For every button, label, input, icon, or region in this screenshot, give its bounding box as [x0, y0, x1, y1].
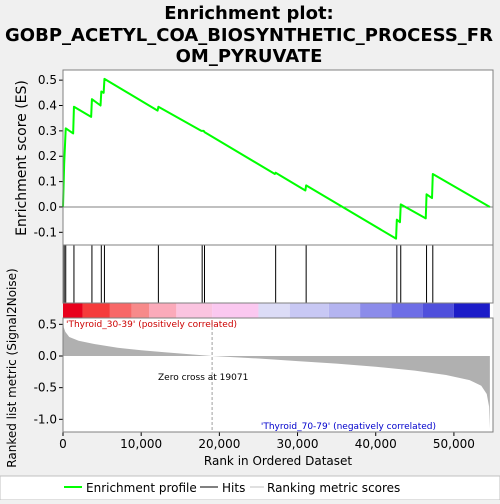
title-line-3: OM_PYRUVATE	[176, 46, 323, 67]
x-tick-label-0: 0	[59, 437, 67, 451]
negative-correlation-label: 'Thyroid_70-79' (negatively correlated)	[261, 422, 436, 432]
metric-panel	[63, 318, 493, 432]
positive-correlation-label: 'Thyroid_30-39' (positively correlated)	[66, 320, 237, 330]
color-bar-segment-5	[176, 303, 213, 318]
legend-ranking-label: Ranking metric scores	[267, 481, 400, 495]
x-tick-label-5: 50,000	[433, 437, 475, 451]
legend-enrichment-label: Enrichment profile	[86, 481, 197, 495]
zero-cross-label: Zero cross at 19071	[158, 373, 248, 383]
title-line-1: Enrichment plot:	[164, 3, 334, 24]
enrichment-profile	[62, 77, 493, 240]
metric-tick-label-1: -0.5	[34, 381, 57, 395]
color-bar-segment-3	[131, 303, 149, 318]
x-tick-label-1: 10,000	[120, 437, 162, 451]
x-tick-label-3: 30,000	[277, 437, 319, 451]
legend-box	[0, 475, 500, 501]
color-bar-segment-9	[328, 303, 361, 318]
color-bar-segment-13	[453, 303, 490, 318]
metric-tick-label-2: 0.0	[38, 349, 57, 363]
legend: Enrichment profile Hits Ranking metric s…	[0, 475, 500, 501]
es-tick-label-0: -0.1	[34, 225, 57, 239]
color-bar-segment-11	[391, 303, 423, 318]
metric-axis-label: Ranked list metric (Signal2Noise)	[5, 268, 19, 467]
es-tick-label-1: 0.0	[38, 200, 57, 214]
x-tick-label-4: 40,000	[355, 437, 397, 451]
hit-markers	[63, 245, 434, 303]
color-bar-segment-12	[422, 303, 454, 318]
es-axis-label: Enrichment score (ES)	[14, 80, 30, 236]
color-bar	[63, 303, 490, 318]
axes: -0.1 0.0 0.1 0.2 0.3 0.4 0.5 -1.0 -0.5 0.0 0.5 0 10,…	[34, 73, 475, 451]
ranking-metric-area	[63, 318, 490, 432]
es-tick-label-4: 0.3	[38, 124, 57, 138]
metric-tick-label-3: 0.5	[38, 317, 57, 331]
color-bar-segment-6	[212, 303, 259, 318]
es-tick-label-3: 0.2	[38, 149, 57, 163]
metric-panel-border	[62, 317, 494, 433]
es-panel	[63, 70, 493, 245]
color-bar-segment-1	[82, 303, 110, 318]
legend-hits-label: Hits	[222, 481, 245, 495]
enrichment-profile-line	[62, 77, 491, 240]
metric-tick-label-0: -1.0	[34, 412, 57, 426]
color-bar-segment-7	[258, 303, 290, 318]
es-tick-label-6: 0.5	[38, 73, 57, 87]
hits-panel	[63, 245, 493, 303]
es-tick-label-5: 0.4	[38, 99, 57, 113]
es-tick-label-2: 0.1	[38, 175, 57, 189]
hits-panel-border	[62, 244, 494, 304]
color-bar-segment-0	[63, 303, 83, 318]
x-axis-label: Rank in Ordered Dataset	[204, 454, 352, 468]
color-bar-segment-10	[360, 303, 392, 318]
x-tick-label-2: 20,000	[198, 437, 240, 451]
color-bar-segment-2	[109, 303, 132, 318]
title-line-2: GOBP_ACETYL_COA_BIOSYNTHETIC_PROCESS_FR	[5, 25, 493, 46]
color-bar-segment-8	[289, 303, 329, 318]
color-bar-segment-4	[149, 303, 177, 318]
